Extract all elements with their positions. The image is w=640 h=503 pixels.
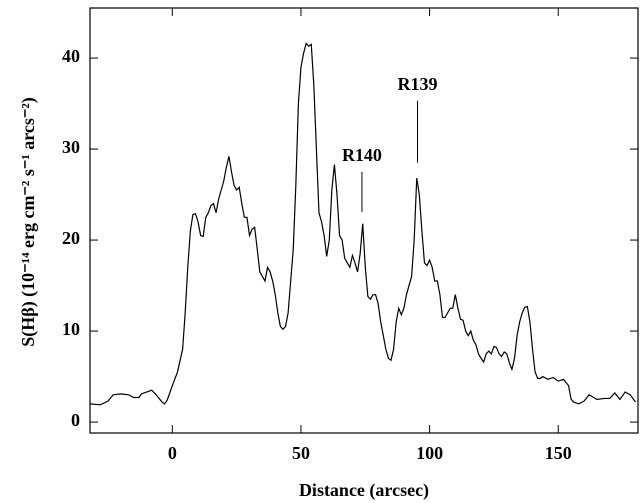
annotation: R140 xyxy=(342,145,382,165)
y-tick-label: 40 xyxy=(62,46,80,66)
x-tick-label: 150 xyxy=(545,443,572,463)
annotation: R139 xyxy=(398,74,438,94)
y-tick-label: 10 xyxy=(62,319,80,339)
y-tick-label: 20 xyxy=(62,228,80,248)
y-axis-label: S(Hβ) (10⁻¹⁴ erg cm⁻² s⁻¹ arcs⁻²) xyxy=(18,97,39,347)
x-tick-label: 50 xyxy=(292,443,310,463)
y-tick-label: 30 xyxy=(62,137,80,157)
data-line xyxy=(89,42,636,406)
plot-frame xyxy=(89,7,639,434)
x-tick-label: 100 xyxy=(416,443,443,463)
x-axis-label: Distance (arcsec) xyxy=(299,480,429,501)
x-tick-label: 0 xyxy=(168,443,177,463)
y-tick-label: 0 xyxy=(71,410,80,430)
